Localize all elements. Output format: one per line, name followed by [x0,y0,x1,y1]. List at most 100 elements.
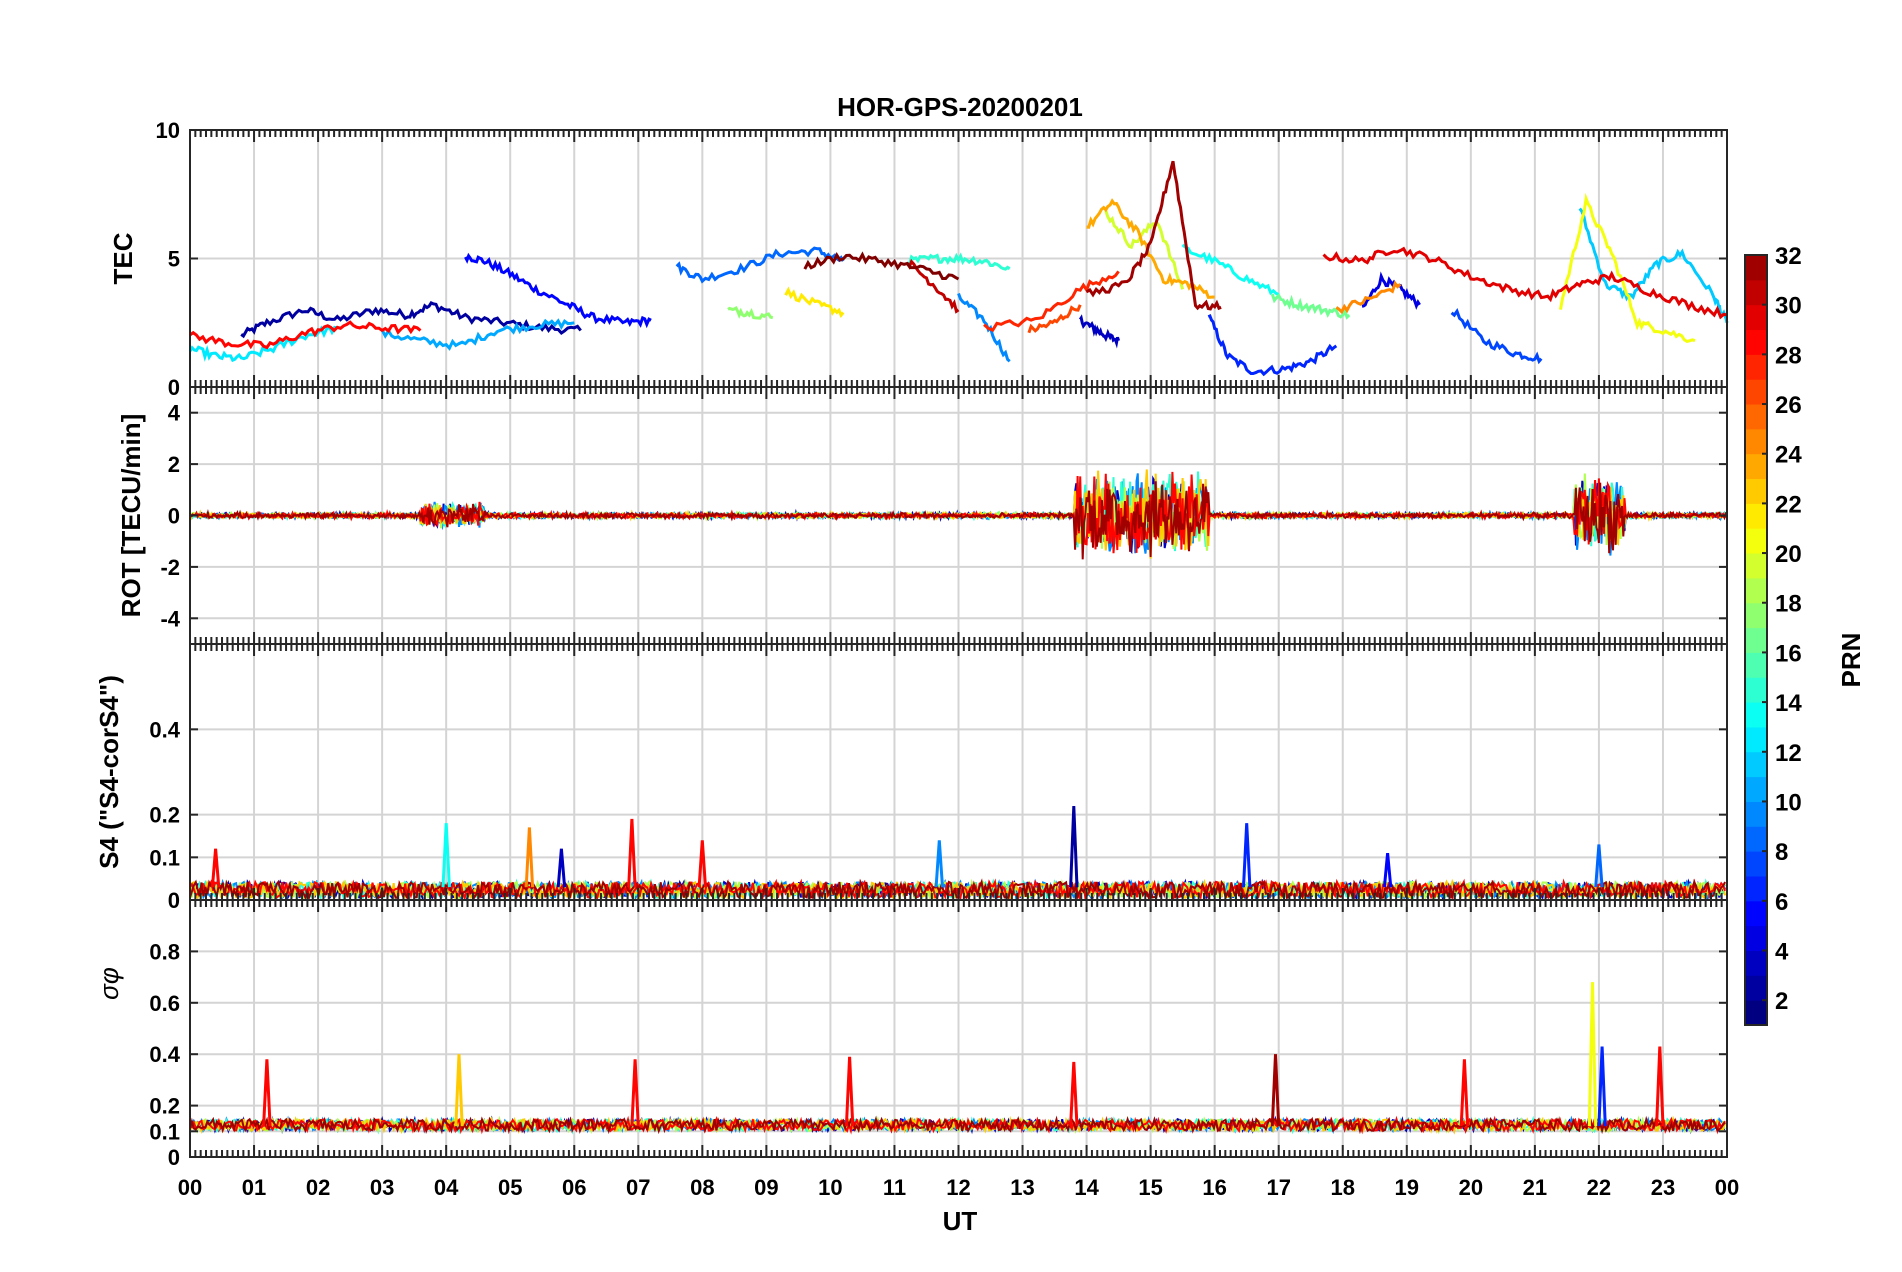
tec-series-prn-13 [1181,243,1280,296]
colorbar-tick-label: 24 [1775,442,1802,469]
sigma_phi-peak [1270,1054,1281,1127]
y-tick-label: 0 [168,888,180,913]
colorbar-cell [1745,602,1767,629]
s4-peak [1594,844,1604,888]
colorbar-tick-label: 18 [1775,591,1802,618]
y-tick-label: 0 [168,1145,180,1170]
y-tick-label: -2 [160,555,180,580]
colorbar-cell [1745,627,1767,653]
y-axis-label: TEC [108,232,138,284]
sigma_phi-peak [1597,1046,1607,1127]
tec-series-prn-10 [380,318,575,351]
sigma_phi-peak [844,1056,855,1127]
x-tick-label: 23 [1651,1175,1675,1200]
y-tick-label: 0.4 [149,1042,180,1067]
colorbar-cell [1745,677,1767,703]
x-tick-label: 16 [1202,1175,1226,1200]
colorbar-tick-label: 22 [1775,491,1802,518]
sigma_phi-peak [262,1059,272,1127]
y-tick-label: 0.1 [149,1119,180,1144]
y-tick-label: 0 [168,504,180,529]
x-tick-label: 01 [242,1175,266,1200]
sigma_phi-peak [1587,982,1598,1127]
x-axis-label: UT [943,1206,978,1236]
s4-peak [1069,806,1079,888]
colorbar-cell [1745,751,1767,778]
colorbar-cell [1745,304,1767,331]
colorbar-cell [1745,801,1767,827]
panel-sigma_phi: 00.10.2 0.4 0.6 0.8 σφ [94,899,1728,1170]
x-tick-label: 05 [498,1175,522,1200]
y-tick-label: 0.8 [149,939,180,964]
panel-rot: -4 -2 0 2 4 ROT [TECU/min] [116,386,1728,645]
y-tick-label: 0.2 [149,803,180,828]
colorbar-cell [1745,379,1767,405]
colorbar-cell [1745,577,1767,604]
sigma_phi-peak [1459,1059,1470,1127]
tec-series-prn-21 [784,286,845,318]
colorbar-cell [1745,950,1767,976]
tec-series-prn-17 [727,305,774,320]
colorbar-cell [1745,826,1767,852]
sigma_phi-peak [1655,1046,1665,1127]
x-tick-label: 06 [562,1175,586,1200]
colorbar-cell [1745,925,1767,951]
sigma_phi-peak [630,1059,640,1127]
y-tick-label: 0.1 [149,845,180,870]
x-tick-label: 19 [1395,1175,1419,1200]
rot-series-prn-31 [189,481,1728,560]
s4-peak [556,848,567,888]
s4-peak [210,848,221,888]
x-tick-label: 13 [1010,1175,1034,1200]
colorbar-cell [1745,702,1767,728]
x-tick-label: 21 [1523,1175,1547,1200]
y-tick-label: 4 [168,401,181,426]
tec-series-prn-31 [1085,160,1222,311]
tec-series-prn-6 [1207,313,1338,377]
colorbar-cell [1745,255,1767,281]
colorbar-tick-label: 4 [1775,938,1789,965]
colorbar-cell [1745,875,1767,902]
y-tick-label: -4 [160,606,180,631]
colorbar-tick-label: 20 [1775,541,1802,568]
colorbar-cell [1745,975,1767,1001]
colorbar-tick-label: 28 [1775,342,1802,369]
x-tick-label: 00 [178,1175,202,1200]
x-tick-label: 08 [690,1175,714,1200]
x-tick-label: 09 [754,1175,778,1200]
colorbar-cell [1745,404,1767,430]
colorbar-tick-label: 8 [1775,839,1788,866]
x-tick-label: 15 [1138,1175,1162,1200]
colorbar-tick-label: 10 [1775,789,1802,816]
colorbar-tick-label: 30 [1775,293,1802,320]
tec-series-prn-26 [1027,304,1082,334]
colorbar-cell [1745,478,1767,504]
y-axis-label: S4 ("S4-corS4") [94,675,124,869]
tec-series-prn-27 [983,270,1120,333]
tec-series-prn-8 [675,246,845,284]
y-tick-label: 0.6 [149,991,180,1016]
tec-series-prn-28 [189,320,422,350]
y-tick-label: 0.4 [149,717,180,742]
panel-tec-series [188,160,1729,377]
colorbar-cell [1745,354,1767,380]
colorbar-cell [1745,453,1767,480]
x-tick-label: 07 [626,1175,650,1200]
colorbar-tick-label: 26 [1775,392,1802,419]
y-axis-label: ROT [TECU/min] [116,414,146,618]
colorbar-cell [1745,329,1767,355]
chart-title: HOR-GPS-20200201 [837,92,1083,122]
panel-s4: 0 0.1 0.2 0.4 S4 ("S4-corS4") [94,643,1728,913]
x-tick-label: 00 [1715,1175,1739,1200]
tec-series-prn-20 [1559,192,1696,343]
tec-series-prn-12 [188,324,338,363]
x-tick-label: 04 [434,1175,459,1200]
x-tick-label: 14 [1074,1175,1099,1200]
tec-series-prn-14 [906,252,1011,271]
y-tick-label: 10 [156,118,180,143]
s4-peak [524,827,535,888]
s4-peak [934,840,944,888]
